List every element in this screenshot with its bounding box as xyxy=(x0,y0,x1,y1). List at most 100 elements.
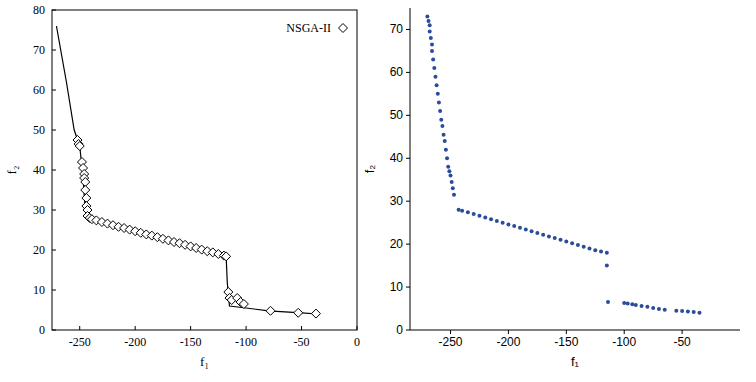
y-tick-label: 20 xyxy=(390,237,404,251)
data-point xyxy=(425,15,429,19)
data-point xyxy=(622,301,626,305)
y-tick xyxy=(52,50,56,51)
data-point xyxy=(640,304,644,308)
data-point xyxy=(432,66,436,70)
y-tick xyxy=(406,244,410,245)
data-point xyxy=(547,234,551,238)
x-axis-label: f₁ xyxy=(571,354,580,369)
data-point xyxy=(680,309,684,313)
data-point xyxy=(593,248,597,252)
y-tick xyxy=(406,158,410,159)
data-point xyxy=(605,264,609,268)
y-axis-line xyxy=(410,8,411,330)
y-tick-label: 40 xyxy=(390,151,404,165)
data-point xyxy=(239,300,248,309)
data-point xyxy=(451,186,455,190)
y-tick xyxy=(52,330,56,331)
data-point xyxy=(433,75,437,79)
data-point xyxy=(477,214,481,218)
y-tick xyxy=(52,250,56,251)
data-point xyxy=(428,30,432,34)
x-axis-line xyxy=(410,330,740,331)
data-point xyxy=(645,305,649,309)
y-axis-label: f₂ xyxy=(4,166,19,175)
legend-marker xyxy=(339,24,348,33)
data-point xyxy=(663,308,667,312)
x-tick xyxy=(301,326,302,330)
data-point xyxy=(81,186,90,195)
data-point xyxy=(483,216,487,220)
x-tick xyxy=(682,330,683,334)
data-point xyxy=(75,142,84,151)
data-point xyxy=(294,308,303,317)
data-point xyxy=(438,109,442,113)
front-line xyxy=(56,26,318,314)
y-tick-label: 20 xyxy=(33,243,45,257)
x-tick-label: -200 xyxy=(124,335,146,349)
x-tick-label: -150 xyxy=(554,335,578,349)
y-tick-label: 80 xyxy=(33,3,45,17)
y-tick-label: 30 xyxy=(390,194,404,208)
y-tick-label: 10 xyxy=(390,280,404,294)
y-tick xyxy=(406,72,410,73)
data-point xyxy=(439,118,443,122)
data-point xyxy=(435,83,439,87)
data-point xyxy=(605,251,609,255)
data-point xyxy=(429,36,433,40)
x-tick xyxy=(135,326,136,330)
data-point xyxy=(692,310,696,314)
data-point xyxy=(630,302,634,306)
y-tick xyxy=(406,330,410,331)
data-point xyxy=(452,193,456,197)
data-point xyxy=(449,173,453,177)
x-tick-label: -100 xyxy=(612,335,636,349)
data-point xyxy=(570,241,574,245)
x-tick-label: -50 xyxy=(673,335,691,349)
data-point xyxy=(582,245,586,249)
data-point xyxy=(535,231,539,235)
data-point xyxy=(506,222,510,226)
legend: NSGA-II xyxy=(286,21,347,35)
y-tick-label: 60 xyxy=(390,65,404,79)
data-point xyxy=(222,252,231,261)
data-point xyxy=(634,303,638,307)
data-point xyxy=(427,19,431,23)
x-tick xyxy=(190,326,191,330)
x-tick-label: -250 xyxy=(439,335,463,349)
y-tick-label: 70 xyxy=(390,22,404,36)
data-point xyxy=(489,217,493,221)
data-point xyxy=(530,229,534,233)
data-point xyxy=(587,246,591,250)
data-point xyxy=(686,310,690,314)
y-tick xyxy=(52,170,56,171)
plot-area xyxy=(425,15,701,315)
x-tick-label: 0 xyxy=(354,335,360,349)
y-tick xyxy=(52,90,56,91)
data-point xyxy=(437,100,441,104)
x-tick xyxy=(357,326,358,330)
data-point xyxy=(311,309,320,318)
y-tick xyxy=(406,287,410,288)
legend-label: NSGA-II xyxy=(286,21,331,35)
data-point xyxy=(541,233,545,237)
data-point xyxy=(501,221,505,225)
x-tick-label: -150 xyxy=(180,335,202,349)
data-point xyxy=(466,210,470,214)
data-point xyxy=(442,133,446,137)
data-point xyxy=(460,209,464,213)
chart: -250-200-150-100-50010203040506070f₁f₂ xyxy=(362,8,740,369)
x-tick xyxy=(246,326,247,330)
data-point xyxy=(446,165,450,169)
x-tick xyxy=(450,330,451,334)
x-axis-label: f₁ xyxy=(200,354,209,369)
x-tick xyxy=(566,330,567,334)
data-point xyxy=(651,306,655,310)
data-point xyxy=(266,306,275,315)
x-tick xyxy=(624,330,625,334)
x-tick xyxy=(508,330,509,334)
data-point xyxy=(430,49,434,53)
figure: -250-200-150-100-50001020304050607080f₁f… xyxy=(0,0,756,382)
y-tick xyxy=(52,290,56,291)
data-point xyxy=(443,139,447,143)
data-point xyxy=(428,23,432,27)
